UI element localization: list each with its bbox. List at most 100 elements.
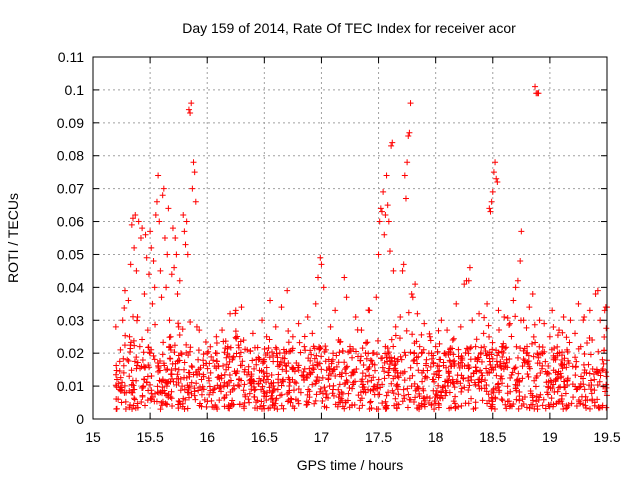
data-point: [270, 352, 277, 359]
data-point: [260, 358, 267, 365]
data-point: [513, 343, 520, 350]
data-point: [167, 378, 174, 385]
data-point: [175, 366, 182, 373]
data-point: [356, 405, 363, 412]
data-point: [496, 326, 503, 333]
data-point: [134, 313, 141, 320]
data-point: [177, 350, 184, 357]
y-tick-label: 0.1: [65, 82, 85, 98]
data-point: [421, 320, 428, 327]
data-point: [478, 344, 485, 351]
data-point: [245, 369, 252, 376]
data-point: [430, 360, 437, 367]
data-point: [428, 355, 435, 362]
data-point: [578, 373, 585, 380]
data-point: [280, 378, 287, 385]
data-point: [117, 346, 124, 353]
data-point: [139, 392, 146, 399]
data-point: [392, 395, 399, 402]
data-point: [441, 350, 448, 357]
data-point: [566, 339, 573, 346]
data-point: [397, 313, 404, 320]
data-point: [120, 369, 127, 376]
y-tick-label: 0.01: [57, 378, 84, 394]
data-point: [572, 354, 579, 361]
data-point: [330, 392, 337, 399]
data-point: [159, 376, 166, 383]
data-point: [491, 406, 498, 413]
data-point: [435, 327, 442, 334]
data-point: [341, 359, 348, 366]
data-point: [369, 350, 376, 357]
data-point: [513, 377, 520, 384]
data-point: [317, 344, 324, 351]
data-point: [163, 401, 170, 408]
data-point: [445, 351, 452, 358]
data-point: [534, 351, 541, 358]
data-point: [323, 391, 330, 398]
data-point: [560, 313, 567, 320]
data-point: [465, 365, 472, 372]
data-point: [128, 367, 135, 374]
data-point: [182, 241, 189, 248]
data-point: [279, 354, 286, 361]
data-point: [286, 348, 293, 355]
data-point: [487, 208, 494, 215]
data-point: [227, 310, 234, 317]
data-point: [281, 350, 288, 357]
data-point: [295, 400, 302, 407]
data-point: [453, 300, 460, 307]
data-point: [374, 337, 381, 344]
data-point: [121, 382, 128, 389]
data-point: [151, 390, 158, 397]
data-point: [179, 400, 186, 407]
data-point: [289, 366, 296, 373]
data-point: [535, 397, 542, 403]
data-point: [119, 379, 126, 386]
data-point: [438, 388, 445, 395]
data-point: [155, 362, 162, 369]
data-point: [359, 345, 366, 352]
data-point: [471, 379, 478, 386]
data-point: [381, 375, 388, 382]
data-point: [503, 356, 510, 363]
data-point: [499, 397, 506, 404]
data-point: [532, 83, 539, 90]
data-point: [520, 347, 527, 354]
data-point: [473, 336, 480, 343]
data-point: [558, 356, 565, 363]
data-point: [251, 393, 258, 400]
data-point: [527, 387, 534, 394]
data-point: [504, 383, 511, 390]
data-point: [595, 348, 602, 355]
data-point: [404, 404, 411, 411]
data-point: [488, 387, 495, 394]
data-point: [203, 403, 210, 410]
data-point: [377, 384, 384, 391]
data-point: [568, 400, 575, 407]
data-point: [176, 277, 183, 284]
data-point: [594, 381, 601, 388]
data-point: [393, 404, 400, 411]
data-point: [514, 354, 521, 361]
data-point: [308, 351, 315, 358]
data-point: [587, 351, 594, 358]
data-point: [554, 343, 561, 350]
data-point: [600, 383, 607, 390]
data-point: [237, 338, 244, 345]
data-point: [216, 397, 223, 404]
data-point: [375, 376, 382, 383]
data-point: [375, 406, 382, 413]
data-point: [405, 391, 412, 398]
data-point: [586, 370, 593, 377]
data-point: [305, 386, 312, 393]
data-point: [570, 394, 577, 401]
data-point: [390, 267, 397, 274]
data-point: [317, 254, 324, 261]
data-point: [207, 369, 214, 376]
data-point: [272, 323, 279, 330]
data-point: [131, 358, 138, 365]
data-point: [214, 405, 221, 412]
data-point: [295, 320, 302, 327]
data-point: [434, 348, 441, 355]
